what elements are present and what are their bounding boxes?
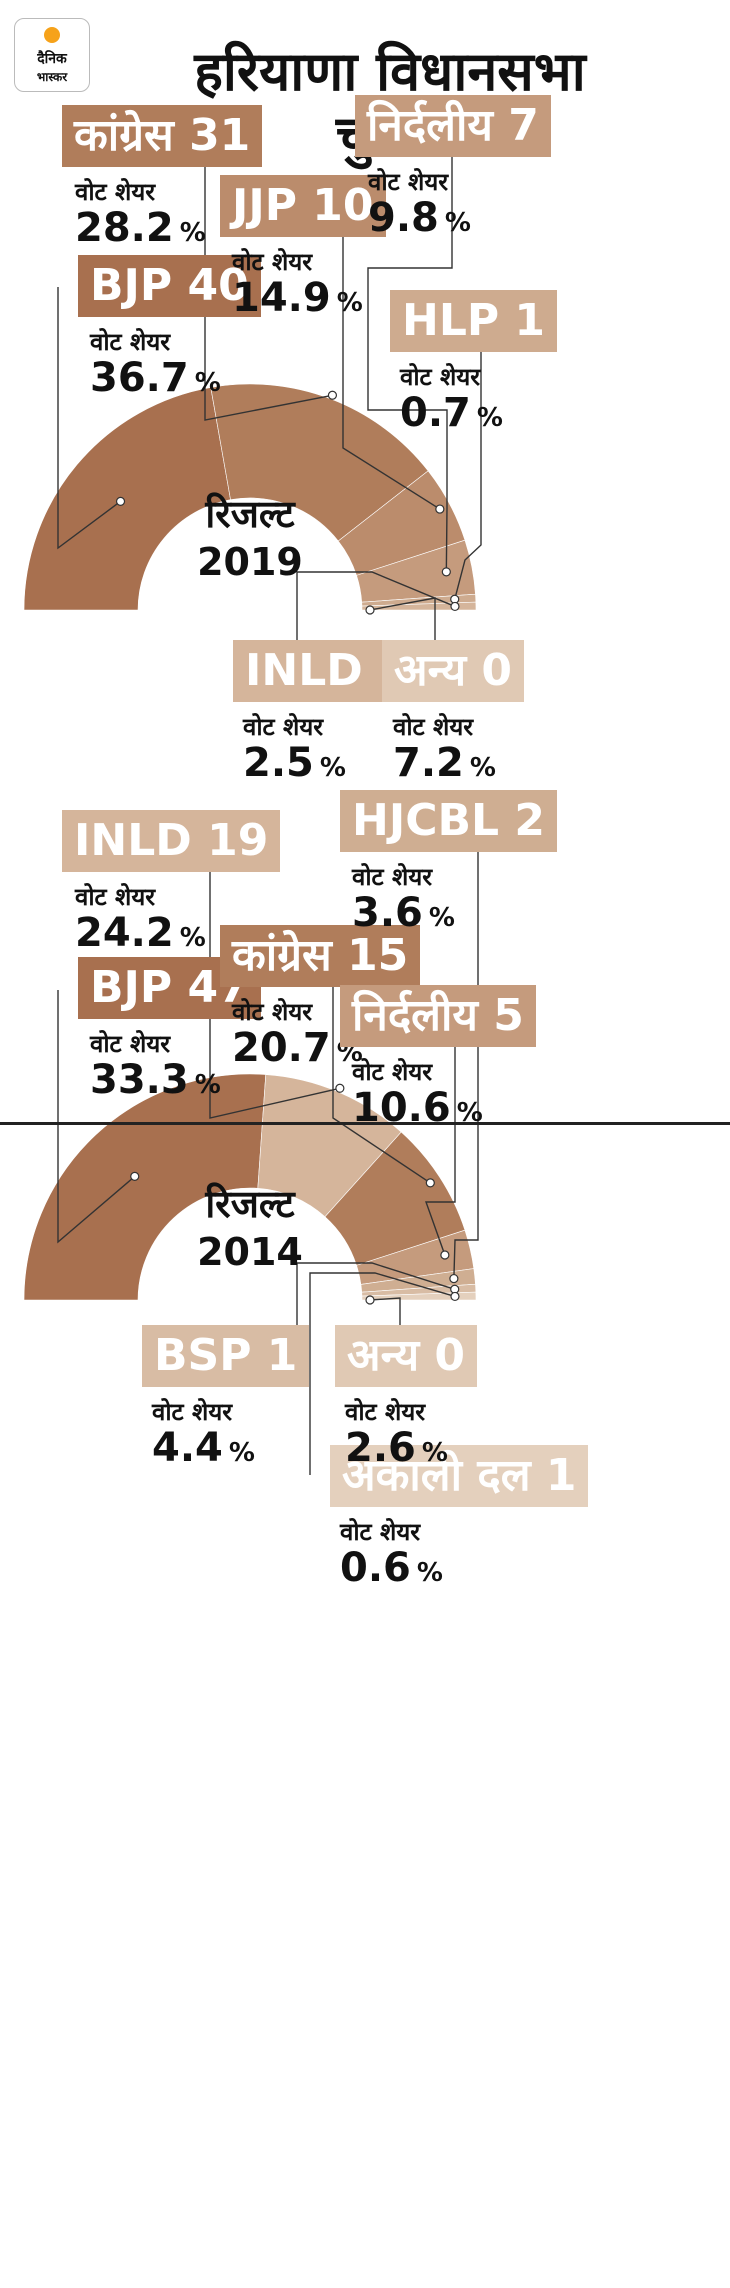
leader-line-bjp-2019	[57, 287, 121, 550]
vote-share-value-party-3-2014: 10.6%	[352, 1085, 483, 1131]
party-badge-bsp-2014: BSP 1	[142, 1325, 310, 1387]
vote-share-label: वोट शेयर	[352, 863, 433, 891]
vote-share-value-inld-2014: 24.2%	[75, 910, 206, 956]
slice-bjp-2019	[23, 387, 231, 611]
vote-share-label: वोट शेयर	[243, 713, 324, 741]
leader-line-party-2-2014	[332, 955, 431, 1184]
leader-dot-inld-2014	[335, 1083, 345, 1093]
leader-line-party-3-2014	[425, 1015, 456, 1256]
leader-line-party-1-2019	[204, 135, 333, 421]
vote-share-value-hjcbl-2014: 3.6%	[352, 890, 455, 936]
party-badge-party-7-2014: अन्य 0	[335, 1325, 478, 1387]
leader-dot-bjp-2014	[130, 1171, 140, 1182]
section-divider	[0, 1122, 730, 1125]
leader-dot-party-2-2014	[425, 1178, 435, 1188]
vote-share-label: वोट शेयर	[152, 1398, 233, 1426]
vote-share-value-bjp-2019: 36.7%	[90, 355, 221, 401]
leader-dot-party-3-2014	[440, 1250, 450, 1260]
leader-line-hlp-2019	[454, 318, 482, 600]
party-badge-hjcbl-2014: HJCBL 2	[340, 790, 557, 852]
party-badge-hlp-2019: HLP 1	[390, 290, 558, 352]
leader-line-inld-2019	[296, 571, 456, 672]
result-center-label-2019: रिजल्ट 2019	[197, 492, 303, 584]
leader-dot-party-3-2019	[441, 567, 451, 577]
leader-line-inld-2014	[209, 840, 341, 1119]
vote-share-value-jjp-2019: 14.9%	[232, 275, 363, 321]
vote-share-value-party-7-2014: 2.6%	[345, 1425, 448, 1471]
result-center-label-2014: रिजल्ट 2014	[197, 1182, 303, 1274]
party-badge-party-6-2014: अकाली दल 1	[330, 1445, 589, 1507]
sun-icon	[44, 27, 60, 43]
vote-share-label: वोट शेयर	[90, 1030, 171, 1058]
slice-bjp-2014	[23, 1073, 267, 1301]
leader-dot-jjp-2019	[435, 504, 445, 514]
page-title-line1: हरियाणा विधानसभा	[194, 40, 586, 103]
vote-share-value-party-6-2019: 7.2%	[393, 740, 496, 786]
slice-party-1-2019	[210, 383, 429, 542]
leader-line-party-3-2019	[367, 120, 453, 572]
vote-share-value-bsp-2014: 4.4%	[152, 1425, 255, 1471]
party-badge-jjp-2019: JJP 10	[220, 175, 386, 237]
vote-share-value-party-3-2019: 9.8%	[368, 195, 471, 241]
vote-share-value-bjp-2014: 33.3%	[90, 1057, 221, 1103]
vote-share-value-party-2-2014: 20.7%	[232, 1025, 363, 1071]
leader-dot-party-7-2014	[365, 1295, 375, 1305]
party-badge-party-3-2019: निर्दलीय 7	[355, 95, 551, 157]
vote-share-value-party-6-2014: 0.6%	[340, 1545, 443, 1591]
vote-share-label: वोट शेयर	[400, 363, 481, 391]
vote-share-label: वोट शेयर	[75, 883, 156, 911]
slice-inld-2019	[361, 601, 477, 611]
vote-share-label: वोट शेयर	[75, 178, 156, 206]
party-badge-party-6-2019: अन्य 0	[382, 640, 525, 702]
leader-line-jjp-2019	[342, 205, 441, 510]
dainik-bhaskar-logo: दैनिक भास्कर	[14, 18, 90, 92]
leader-line-party-6-2014	[309, 1272, 456, 1475]
vote-share-value-party-1-2019: 28.2%	[75, 205, 206, 251]
leader-dot-party-6-2019	[365, 605, 375, 615]
logo-text-line2: भास्कर	[36, 70, 68, 84]
leader-line-party-6-2019	[369, 597, 436, 655]
vote-share-value-inld-2019: 2.5%	[243, 740, 346, 786]
logo-text-line1: दैनिक	[37, 51, 67, 67]
party-badge-bjp-2019: BJP 40	[78, 255, 261, 317]
vote-share-label: वोट शेयर	[368, 168, 449, 196]
leader-dot-inld-2019	[450, 601, 460, 612]
vote-share-label: वोट शेयर	[232, 248, 313, 276]
vote-share-value-hlp-2019: 0.7%	[400, 390, 503, 436]
leader-dot-hjcbl-2014	[449, 1273, 459, 1284]
vote-share-label: वोट शेयर	[352, 1058, 433, 1086]
party-badge-party-2-2014: कांग्रेस 15	[220, 925, 421, 987]
leader-dot-party-6-2014	[450, 1291, 460, 1302]
party-badge-inld-2014: INLD 19	[62, 810, 281, 872]
leader-dot-party-1-2019	[327, 390, 338, 400]
vote-share-label: वोट शेयर	[90, 328, 171, 356]
leader-line-bsp-2014	[296, 1262, 455, 1355]
party-badge-party-3-2014: निर्दलीय 5	[340, 985, 536, 1047]
vote-share-label: वोट शेयर	[340, 1518, 421, 1546]
vote-share-label: वोट शेयर	[345, 1398, 426, 1426]
leader-dot-bjp-2019	[115, 496, 126, 506]
vote-share-label: वोट शेयर	[393, 713, 474, 741]
party-badge-party-1-2019: कांग्रेस 31	[62, 105, 263, 167]
vote-share-label: वोट शेयर	[232, 998, 313, 1026]
leader-line-bjp-2014	[57, 990, 136, 1244]
